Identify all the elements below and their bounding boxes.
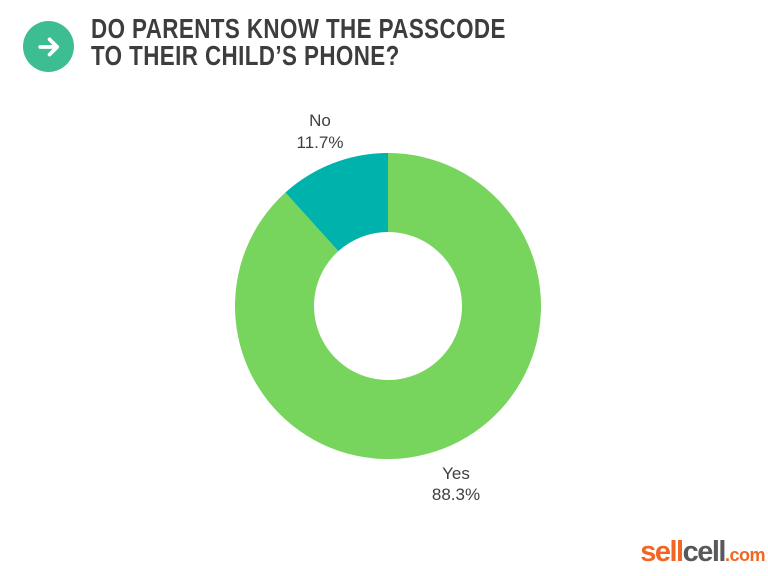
slice-label-yes-name: Yes [442,464,470,483]
slice-label-no: No 11.7% [297,110,344,154]
slice-label-no-value: 11.7% [296,133,344,152]
slice-label-yes-value: 88.3% [431,485,481,504]
arrow-right-icon [37,37,59,56]
donut-plot [235,153,541,459]
logo-cell: cell [682,536,727,568]
page-title: DO PARENTS KNOW THE PASSCODE TO THEIR CH… [91,13,506,71]
donut-slice-no [285,153,388,252]
logo-sell: sell [640,536,684,568]
logo-com: .com [724,545,766,565]
donut-svg [235,153,541,459]
sellcell-logo: sell cell .com [640,536,765,569]
donut-slice-yes [235,153,541,459]
arrow-circle-badge [23,21,74,72]
title-line-1: DO PARENTS KNOW THE PASSCODE [91,13,506,44]
slice-label-no-name: No [309,111,331,130]
title-line-2: TO THEIR CHILD’S PHONE? [91,40,400,71]
slice-label-yes: Yes 88.3% [432,463,480,505]
